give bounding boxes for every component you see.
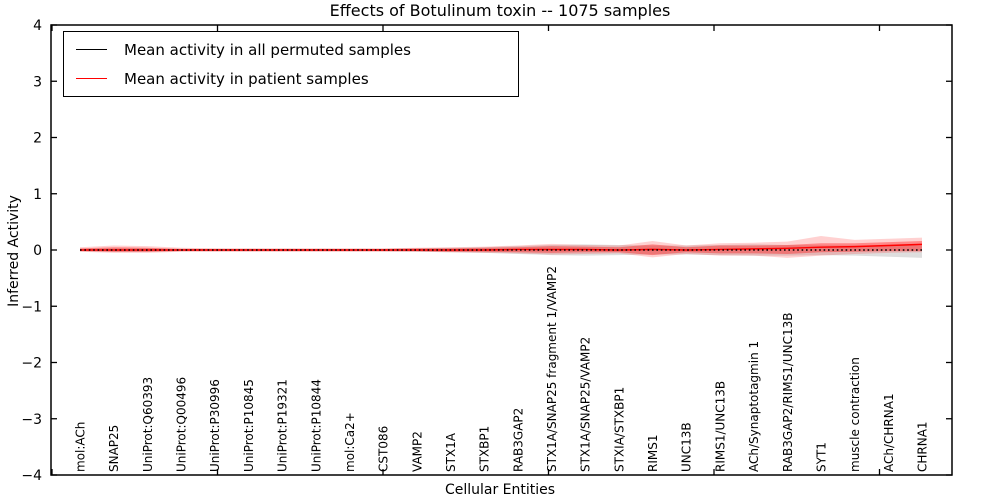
band-permuted-range	[80, 244, 922, 258]
chart-title: Effects of Botulinum toxin -- 1075 sampl…	[329, 1, 671, 20]
x-category-label: VAMP2	[410, 431, 424, 472]
x-category-label: UniProt:P30996	[208, 379, 222, 472]
x-category-label: CHRNA1	[916, 421, 930, 472]
y-axis-label: Inferred Activity	[6, 195, 22, 307]
y-tick-label: 3	[33, 74, 42, 90]
y-tick-label: −3	[21, 412, 42, 428]
y-tick-label: 0	[33, 243, 42, 259]
x-category-label: STX1A/SNAP25 fragment 1/VAMP2	[545, 266, 559, 472]
x-axis-label: Cellular Entities	[444, 482, 556, 498]
legend-label: Mean activity in all permuted samples	[124, 40, 411, 59]
x-category-label: ACh/Synaptotagmin 1	[747, 341, 761, 472]
x-category-label: UniProt:Q00496	[175, 377, 189, 472]
band-patient-inner	[80, 241, 922, 256]
permuted-line-swatch	[76, 49, 107, 50]
x-category-label: STX1A	[444, 432, 458, 472]
x-category-label: UniProt:P10845	[242, 379, 256, 472]
patient-mean-line	[80, 243, 923, 251]
y-tick-label: −2	[21, 356, 42, 372]
x-category-label: ACh/CHRNA1	[882, 393, 896, 472]
band-patient-outer	[80, 235, 922, 258]
x-category-label: UniProt:P19321	[276, 379, 290, 472]
x-category-label: UniProt:Q60393	[141, 377, 155, 472]
x-category-label: STXIA/STXBP1	[612, 387, 626, 472]
x-category-label: RAB3GAP2	[511, 408, 525, 472]
legend-label: Mean activity in patient samples	[124, 69, 369, 88]
x-category-label: SNAP25	[107, 425, 121, 472]
x-category-label: CST086	[377, 426, 391, 472]
x-category-label: muscle contraction	[848, 357, 862, 472]
legend: Mean activity in all permuted samples Me…	[63, 31, 519, 97]
x-category-label: UniProt:P10844	[309, 379, 323, 472]
x-category-label: mol:ACh	[74, 422, 88, 472]
x-category-label: UNC13B	[680, 422, 694, 472]
y-tick-label: −1	[21, 299, 42, 315]
x-category-label: mol:Ca2+	[343, 412, 357, 472]
y-tick-label: 2	[33, 131, 42, 147]
y-tick-label: 1	[33, 187, 42, 203]
y-tick-label: 4	[33, 18, 42, 34]
legend-entry-patient: Mean activity in patient samples	[64, 68, 518, 90]
x-category-label: STX1A/SNAP25/VAMP2	[579, 337, 593, 472]
x-category-label: STXBP1	[478, 426, 492, 472]
x-category-label: SYT1	[814, 442, 828, 472]
patient-line-swatch	[76, 78, 107, 79]
x-category-label: RIMS1/UNC13B	[713, 381, 727, 472]
y-tick-label: −4	[21, 468, 42, 484]
x-category-label: RAB3GAP2/RIMS1/UNC13B	[781, 312, 795, 472]
x-category-label: RIMS1	[646, 435, 660, 472]
legend-entry-permuted: Mean activity in all permuted samples	[64, 39, 518, 61]
